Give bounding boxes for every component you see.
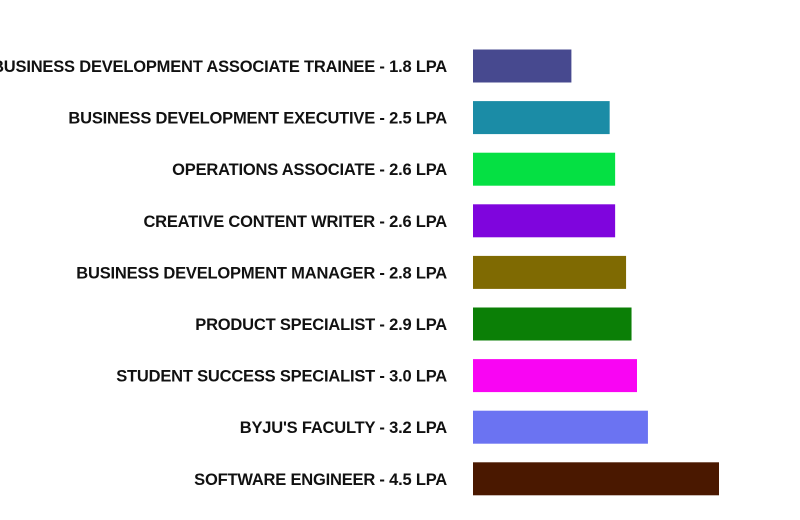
category-label: STUDENT SUCCESS SPECIALIST - 3.0 LPA	[116, 368, 447, 386]
bars	[473, 49, 719, 496]
category-label: OPERATIONS ASSOCIATE - 2.6 LPA	[172, 161, 447, 179]
bar	[473, 101, 610, 135]
category-label: PRODUCT SPECIALIST - 2.9 LPA	[195, 316, 447, 334]
category-label: CREATIVE CONTENT WRITER - 2.6 LPA	[143, 213, 447, 231]
category-label: BYJU'S FACULTY - 3.2 LPA	[240, 419, 448, 437]
bar	[473, 49, 572, 83]
bar	[473, 307, 632, 341]
category-label: BUSINESS DEVELOPMENT ASSOCIATE TRAINEE -…	[0, 58, 447, 76]
bar	[473, 462, 719, 496]
bar	[473, 204, 616, 238]
category-label: SOFTWARE ENGINEER - 4.5 LPA	[194, 471, 447, 489]
bar	[473, 359, 637, 393]
category-label: BUSINESS DEVELOPMENT MANAGER - 2.8 LPA	[76, 264, 447, 282]
bar	[473, 152, 616, 186]
category-labels: BUSINESS DEVELOPMENT ASSOCIATE TRAINEE -…	[0, 58, 447, 489]
bar	[473, 410, 648, 444]
category-label: BUSINESS DEVELOPMENT EXECUTIVE - 2.5 LPA	[68, 110, 447, 128]
bar	[473, 255, 627, 289]
